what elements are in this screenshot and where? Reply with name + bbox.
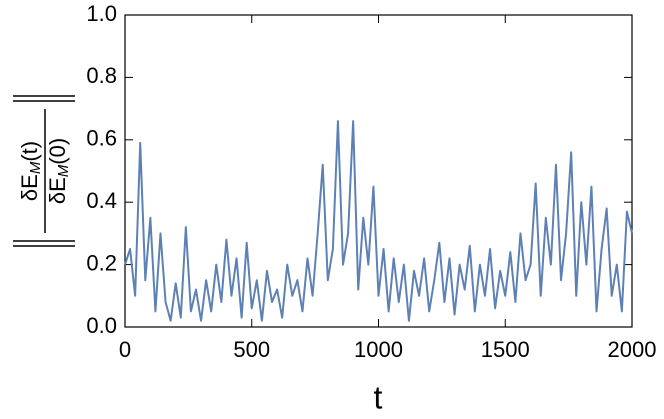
x-tick-label: 0 (119, 337, 131, 362)
x-tick-label: 500 (233, 337, 270, 362)
y-tick-label: 0.8 (86, 63, 117, 88)
y-label-denominator: δEM(0) (45, 138, 72, 204)
y-tick-label: 0.4 (86, 188, 117, 213)
x-tick-label: 1500 (481, 337, 530, 362)
y-label-numerator: δEM(t) (17, 141, 44, 201)
x-tick-label: 1000 (354, 337, 403, 362)
y-axis-label: δEM(t) δEM(0) (13, 95, 75, 247)
y-tick-label: 0.6 (86, 126, 117, 151)
y-tick-label: 0.0 (86, 313, 117, 338)
norm-bars (13, 95, 75, 247)
y-tick-label: 0.2 (86, 250, 117, 275)
x-tick-label: 2000 (608, 337, 657, 362)
data-line (124, 120, 633, 322)
x-axis-label: t (374, 379, 383, 415)
y-tick-label: 1.0 (86, 1, 117, 26)
